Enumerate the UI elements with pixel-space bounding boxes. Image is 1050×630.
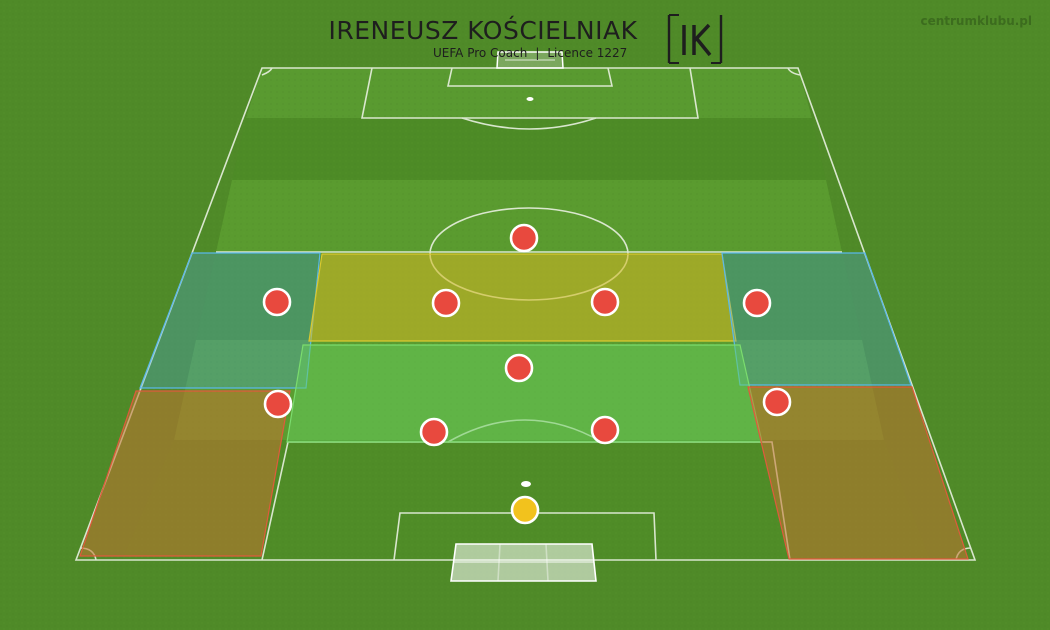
coach-licence: Licence 1227 bbox=[547, 46, 628, 60]
top-goal-area bbox=[447, 67, 613, 87]
right-back-zone bbox=[747, 386, 969, 560]
left-back[interactable] bbox=[263, 389, 293, 419]
right-centre-back[interactable] bbox=[590, 415, 620, 445]
left-back-zone bbox=[79, 390, 291, 557]
tactical-zones bbox=[79, 252, 969, 560]
left-winger[interactable] bbox=[262, 287, 292, 317]
central-midfield-zone bbox=[308, 253, 737, 342]
goalkeeper[interactable] bbox=[510, 495, 540, 525]
corner-arc-top-left bbox=[261, 67, 273, 76]
top-goal bbox=[496, 51, 564, 69]
site-watermark: centrumklubu.pl bbox=[920, 14, 1032, 28]
right-back[interactable] bbox=[762, 387, 792, 417]
coach-credentials: UEFA Pro Coach | Licence 1227 bbox=[433, 46, 627, 60]
players bbox=[262, 223, 792, 525]
credentials-separator: | bbox=[535, 46, 540, 60]
right-winger[interactable] bbox=[742, 288, 772, 318]
top-penalty-arc bbox=[461, 117, 597, 130]
left-central-midfielder[interactable] bbox=[431, 288, 461, 318]
coach-role: UEFA Pro Coach bbox=[433, 46, 528, 60]
top-penalty-area bbox=[361, 67, 699, 119]
left-centre-back[interactable] bbox=[419, 417, 449, 447]
ik-logo bbox=[667, 14, 723, 64]
bottom-goal bbox=[450, 543, 597, 582]
right-wing-zone bbox=[721, 252, 912, 386]
defensive-midfielder[interactable] bbox=[504, 353, 534, 383]
right-central-midfielder[interactable] bbox=[590, 287, 620, 317]
striker[interactable] bbox=[509, 223, 539, 253]
corner-arc-top-right bbox=[787, 67, 801, 76]
bottom-penalty-spot bbox=[521, 481, 531, 487]
top-penalty-spot bbox=[526, 97, 534, 101]
